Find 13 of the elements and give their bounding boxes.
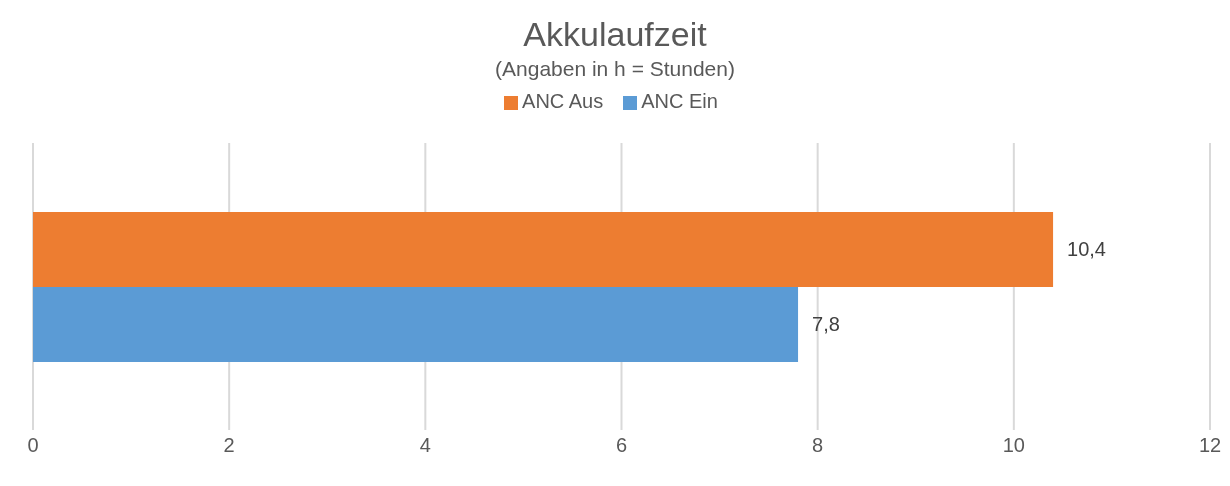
x-tick-label: 12 bbox=[1198, 434, 1222, 457]
x-tick-label: 8 bbox=[812, 434, 824, 457]
x-tick-label: 6 bbox=[615, 434, 628, 457]
legend-label: ANC Aus bbox=[522, 90, 604, 112]
x-tick-label: 4 bbox=[419, 434, 431, 457]
chart-title: Akkulaufzeit bbox=[522, 14, 708, 54]
chart-subtitle: (Angaben in h = Stunden) bbox=[494, 56, 736, 82]
x-tick-label: 0 bbox=[27, 434, 39, 457]
data-label: 10,4 bbox=[1067, 238, 1106, 261]
data-label: 7,8 bbox=[812, 313, 840, 336]
x-tick-label: 10 bbox=[1002, 434, 1025, 457]
x-tick-label: 2 bbox=[223, 434, 235, 457]
legend-label: ANC Ein bbox=[641, 90, 718, 112]
